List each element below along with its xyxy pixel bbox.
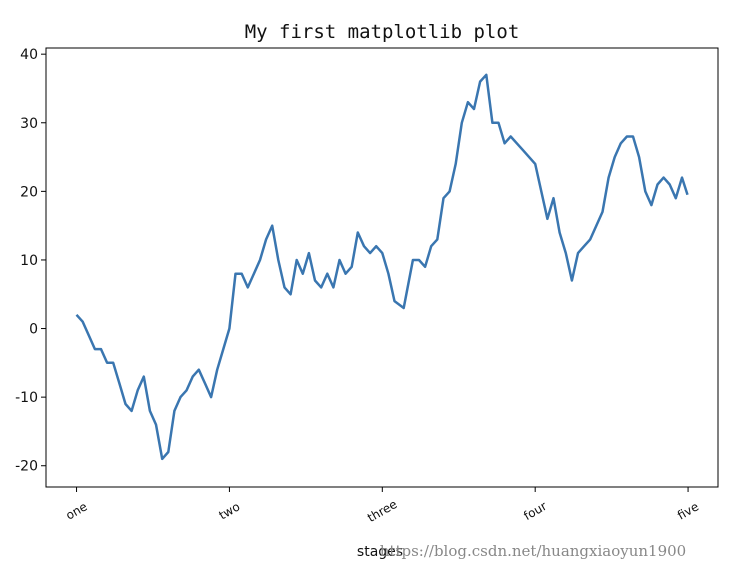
- y-tick-label: 30: [20, 116, 38, 132]
- line: [75, 73, 689, 461]
- y-tick-label: 40: [20, 47, 38, 63]
- x-axis-label: stages: [357, 544, 403, 560]
- y-tick-label: 0: [29, 322, 38, 338]
- x-tick-label: three: [365, 497, 399, 525]
- x-tick-label: five: [675, 499, 701, 522]
- x-tick-label: four: [521, 499, 549, 523]
- x-tick-label: two: [216, 499, 242, 522]
- y-tick-label: 10: [20, 253, 38, 269]
- x-tick-label: one: [63, 499, 89, 522]
- watermark: https://blog.csdn.net/huangxiaoyun1900: [380, 542, 686, 560]
- y-tick-label: 20: [20, 184, 38, 200]
- plot-frame: [45, 47, 719, 488]
- y-tick-label: -10: [15, 390, 38, 406]
- y-tick-label: -20: [15, 459, 38, 475]
- chart-title: My first matplotlib plot: [245, 21, 520, 43]
